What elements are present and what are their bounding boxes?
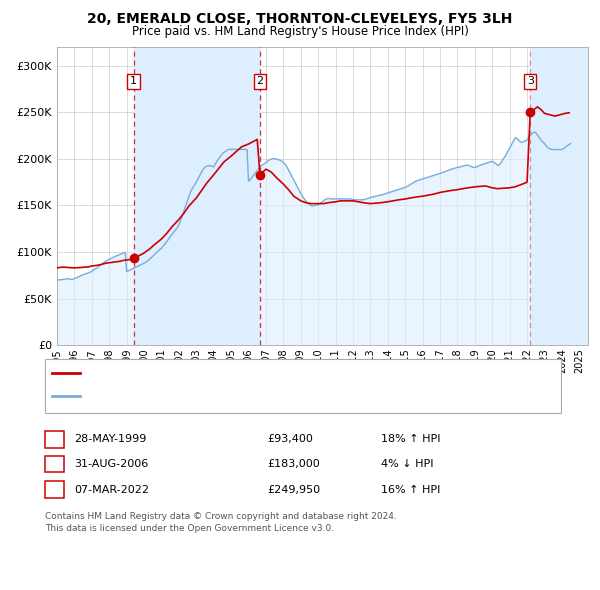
Bar — [530, 47, 588, 345]
Text: 16% ↑ HPI: 16% ↑ HPI — [381, 484, 440, 494]
Text: 31-AUG-2006: 31-AUG-2006 — [74, 459, 148, 469]
Text: 28-MAY-1999: 28-MAY-1999 — [74, 434, 146, 444]
Text: £93,400: £93,400 — [267, 434, 313, 444]
Text: 3: 3 — [527, 77, 533, 87]
Text: 07-MAR-2022: 07-MAR-2022 — [74, 484, 149, 494]
Text: 20, EMERALD CLOSE, THORNTON-CLEVELEYS, FY5 3LH (detached house): 20, EMERALD CLOSE, THORNTON-CLEVELEYS, F… — [86, 369, 448, 378]
Text: HPI: Average price, detached house, Blackpool: HPI: Average price, detached house, Blac… — [86, 391, 319, 401]
Text: This data is licensed under the Open Government Licence v3.0.: This data is licensed under the Open Gov… — [45, 523, 334, 533]
Text: 4% ↓ HPI: 4% ↓ HPI — [381, 459, 433, 469]
Text: £183,000: £183,000 — [267, 459, 320, 469]
Text: Contains HM Land Registry data © Crown copyright and database right 2024.: Contains HM Land Registry data © Crown c… — [45, 512, 397, 521]
Text: 2: 2 — [51, 459, 58, 469]
Text: 2: 2 — [256, 77, 263, 87]
Text: 18% ↑ HPI: 18% ↑ HPI — [381, 434, 440, 444]
Bar — [134, 47, 260, 345]
Text: 20, EMERALD CLOSE, THORNTON-CLEVELEYS, FY5 3LH: 20, EMERALD CLOSE, THORNTON-CLEVELEYS, F… — [88, 12, 512, 26]
Text: £249,950: £249,950 — [267, 484, 320, 494]
Text: 3: 3 — [51, 484, 58, 494]
Text: 1: 1 — [51, 434, 58, 444]
Text: 1: 1 — [130, 77, 137, 87]
Text: Price paid vs. HM Land Registry's House Price Index (HPI): Price paid vs. HM Land Registry's House … — [131, 25, 469, 38]
